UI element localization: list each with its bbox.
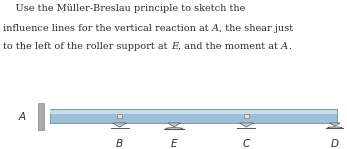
Bar xyxy=(38,103,44,130)
Text: $A$: $A$ xyxy=(18,110,27,122)
Polygon shape xyxy=(168,123,180,127)
Text: $B$: $B$ xyxy=(116,137,124,149)
Text: A: A xyxy=(281,42,288,51)
Text: Use the Müller-Breslau principle to sketch the: Use the Müller-Breslau principle to sket… xyxy=(3,4,246,13)
Bar xyxy=(50,110,337,114)
Bar xyxy=(117,114,122,118)
Text: to the left of the roller support at: to the left of the roller support at xyxy=(3,42,171,51)
Polygon shape xyxy=(330,123,340,126)
Text: $C$: $C$ xyxy=(242,137,251,149)
Text: , and the moment at: , and the moment at xyxy=(178,42,281,51)
Polygon shape xyxy=(113,123,127,127)
Ellipse shape xyxy=(166,128,183,129)
Bar xyxy=(244,114,249,118)
Polygon shape xyxy=(239,123,253,127)
Text: $E$: $E$ xyxy=(170,137,178,149)
Text: $D$: $D$ xyxy=(330,137,340,149)
Text: A: A xyxy=(212,24,219,33)
Text: , the shear just: , the shear just xyxy=(219,24,293,33)
Bar xyxy=(50,109,337,123)
Text: influence lines for the vertical reaction at: influence lines for the vertical reactio… xyxy=(3,24,212,33)
Text: E: E xyxy=(171,42,178,51)
Ellipse shape xyxy=(328,127,342,128)
Text: .: . xyxy=(288,42,291,51)
